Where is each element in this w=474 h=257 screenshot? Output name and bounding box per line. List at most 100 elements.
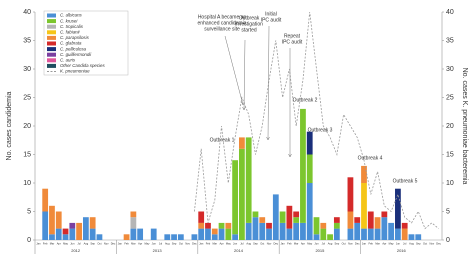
bar-segment [320,228,327,240]
bar-segment [191,234,198,240]
bar-segment [49,205,55,235]
bar-segment [347,177,354,212]
bar-segment [69,228,76,240]
bar-segment [137,228,144,240]
x-tick-label: Oct [423,242,427,246]
x-tick-label: Jul [77,242,81,246]
bar-segment [252,217,259,240]
y-tick-label: 40 [23,9,31,16]
year-label: 2016 [397,248,407,253]
bar-segment [123,234,130,240]
annotation: surveillance site [204,26,240,32]
bar-segment [333,222,340,229]
bar-segment [150,228,157,240]
bar-segment [130,217,137,229]
bar-segment [300,108,306,223]
bar-segment [306,183,313,240]
bar-segment [300,222,306,240]
bar-segment [286,205,293,229]
legend-label: C. krusei [60,18,78,23]
arrow-head [266,136,270,141]
x-tick-label: Oct [260,242,264,246]
bar-segment [293,217,300,223]
bar-segment [198,222,205,229]
legend-swatch [47,19,56,24]
y-axis-label: No. cases candidemia [6,91,13,160]
bar-segment [293,222,300,240]
bar-segment [272,194,279,240]
bar-segment [320,222,327,229]
annotation: Outbreak 3 [308,127,333,133]
bar-segment [211,234,218,240]
x-tick-label: Apr [301,242,305,246]
legend-swatch [47,30,56,35]
bar-segment [333,228,340,240]
x-tick-label: Jan [280,242,285,246]
bar-segment [347,228,354,240]
bar-segment [313,217,320,235]
bar-segment [401,222,408,229]
legend-swatch [47,41,56,46]
x-tick-label: Sep [416,242,421,246]
bar-segment [211,228,218,235]
x-tick-label: Feb [369,242,374,246]
x-tick-label: Oct [97,242,101,246]
bar-segment [361,165,367,183]
bar-segment [218,222,225,229]
x-tick-label: Jan [36,242,41,246]
bar-segment [401,228,408,240]
bar-segment [367,228,374,240]
annotation: investigation [235,21,263,27]
x-tick-label: May [144,242,150,246]
x-tick-label: Mar [131,242,136,246]
bar-segment [293,211,300,218]
bar-segment [42,211,49,240]
bar-segment [266,222,272,229]
x-tick-label: Aug [165,242,170,246]
bar-segment [239,137,245,149]
bar-segment [76,222,82,240]
annotation: Outbreak 4 [358,155,383,161]
annotation: Outbreak [239,15,260,21]
line [194,11,439,230]
y-tick-label: 35 [23,37,31,44]
legend-swatch [47,24,56,29]
legend-swatch [47,13,56,18]
x-tick-label: Nov [267,242,272,246]
x-tick-label: Jan [118,242,123,246]
bar-segment [395,228,401,240]
x-tick-label: Aug [409,242,414,246]
legend-label: C. glabrata [60,41,82,46]
x-tick-label: Mar [294,242,299,246]
bar-segment [388,222,395,240]
legend-label: C. parapsilosis [60,35,90,40]
y2-axis-label: No. cases K. pneumoniae bacteremia [461,68,468,185]
annotation-arrow [243,39,246,111]
bar-segment [245,222,252,240]
x-tick-label: Jun [396,242,401,246]
x-tick-label: Jul [159,242,163,246]
bar-segment [42,188,49,212]
annotation: Hospital A became an [198,14,247,20]
annotation: Outbreak 2 [293,97,318,103]
annotation: IPC audit [282,39,303,45]
bar-segment [306,131,313,155]
x-tick-label: Sep [253,242,258,246]
legend-swatch [47,63,56,68]
legend-label: Other Candida species [60,63,105,68]
x-tick-label: Feb [287,242,292,246]
annotation: Outbreak 1 [210,137,235,143]
bar-segment [286,228,293,240]
legend-swatch [47,47,56,52]
bar-segment [49,234,55,240]
bar-segment [252,211,259,218]
bar-segment [198,211,205,223]
x-tick-label: Aug [246,242,251,246]
x-tick-label: Aug [84,242,89,246]
y-tick-label: 25 [23,94,31,101]
x-tick-label: Feb [206,242,211,246]
x-tick-label: Nov [185,242,190,246]
y-tick-label: 15 [23,151,31,158]
annotation: started [241,27,257,33]
bar-segment [205,222,211,229]
